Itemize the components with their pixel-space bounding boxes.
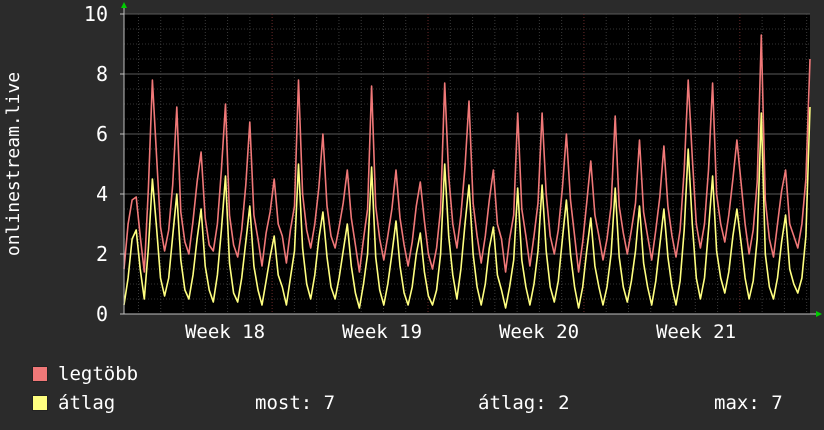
y-tick-label: 8 xyxy=(96,62,108,86)
y-tick-label: 6 xyxy=(96,122,108,146)
y-tick-label: 10 xyxy=(84,2,108,26)
tick-labels: 0 2 4 6 8 10 Week 18 Week 19 Week 20 Week 21 xyxy=(84,2,736,343)
series-layer xyxy=(123,34,811,309)
y-axis-label: onlinestream.live xyxy=(3,72,24,256)
x-tick-label: Week 18 xyxy=(185,321,265,343)
y-tick-label: 0 xyxy=(96,302,108,326)
x-tick-label: Week 20 xyxy=(499,321,579,343)
x-tick-label: Week 19 xyxy=(342,321,422,343)
series-line-max xyxy=(123,34,811,273)
x-tick-label: Week 21 xyxy=(656,321,736,343)
series-line-avg xyxy=(123,106,811,309)
y-tick-label: 2 xyxy=(96,242,108,266)
x-axis-arrow-icon xyxy=(816,311,822,317)
y-axis-arrow-icon xyxy=(121,2,127,8)
y-tick-label: 4 xyxy=(96,182,108,206)
axes xyxy=(120,2,822,317)
